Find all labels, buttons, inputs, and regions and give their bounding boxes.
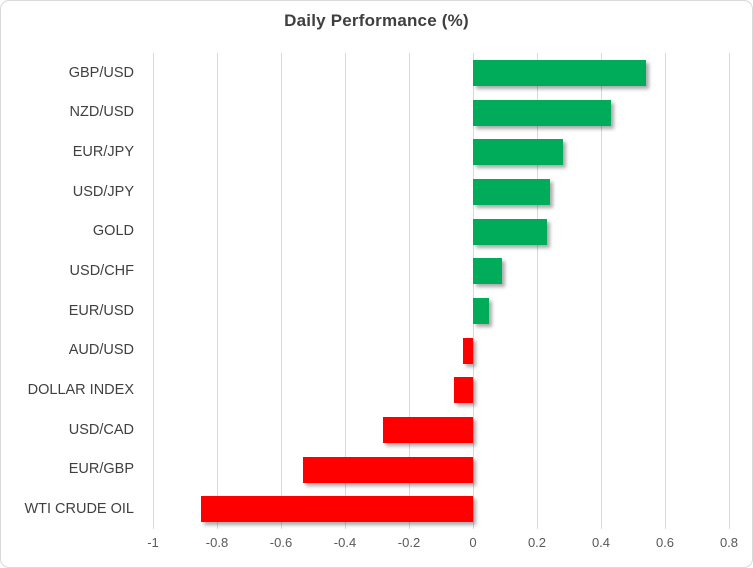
category-label: USD/CAD bbox=[68, 421, 134, 438]
x-axis-tick-label: -0.4 bbox=[333, 535, 357, 550]
bar-wti-crude-oil bbox=[201, 496, 473, 523]
x-gridline bbox=[728, 53, 730, 529]
category-label: EUR/GBP bbox=[68, 461, 134, 478]
bar-usd-cad bbox=[383, 416, 473, 443]
x-gridline bbox=[280, 53, 282, 529]
category-label: GBP/USD bbox=[68, 64, 134, 81]
x-gridline bbox=[408, 53, 410, 529]
x-axis-tick-label: 0 bbox=[469, 535, 477, 550]
x-gridline bbox=[536, 53, 538, 529]
bar-gold bbox=[473, 218, 547, 245]
category-label: AUD/USD bbox=[68, 342, 134, 359]
x-gridline bbox=[344, 53, 346, 529]
bar-aud-usd bbox=[463, 337, 473, 364]
category-label: USD/JPY bbox=[72, 183, 134, 200]
x-axis-tick-label: -1 bbox=[147, 535, 159, 550]
x-gridline bbox=[664, 53, 666, 529]
x-axis-tick-label: 0.2 bbox=[527, 535, 547, 550]
x-axis-tick-label: -0.8 bbox=[205, 535, 229, 550]
category-label: EUR/JPY bbox=[72, 144, 134, 161]
x-axis-tick-label: -0.6 bbox=[269, 535, 293, 550]
category-label: USD/CHF bbox=[69, 263, 134, 280]
category-label: WTI CRUDE OIL bbox=[24, 501, 134, 518]
bar-usd-jpy bbox=[473, 178, 550, 205]
bar-eur-usd bbox=[473, 297, 489, 324]
chart-title: Daily Performance (%) bbox=[284, 11, 469, 30]
x-axis-tick-label: 0.8 bbox=[719, 535, 739, 550]
category-label: DOLLAR INDEX bbox=[27, 382, 134, 399]
category-label: GOLD bbox=[92, 223, 134, 240]
x-axis-tick-label: -0.2 bbox=[397, 535, 421, 550]
category-label: NZD/USD bbox=[69, 104, 134, 121]
bar-eur-jpy bbox=[473, 139, 563, 166]
bar-gbp-usd bbox=[473, 59, 646, 86]
bar-eur-gbp bbox=[303, 456, 473, 483]
bar-nzd-usd bbox=[473, 99, 611, 126]
x-gridline bbox=[216, 53, 218, 529]
x-gridline bbox=[472, 53, 474, 529]
bar-usd-chf bbox=[473, 258, 502, 285]
x-gridline bbox=[152, 53, 154, 529]
x-axis-tick-label: 0.6 bbox=[655, 535, 675, 550]
x-axis-tick-label: 0.4 bbox=[591, 535, 611, 550]
bar-dollar-index bbox=[453, 377, 473, 404]
category-label: EUR/USD bbox=[68, 302, 134, 319]
x-gridline bbox=[600, 53, 602, 529]
plot-area bbox=[152, 53, 730, 529]
